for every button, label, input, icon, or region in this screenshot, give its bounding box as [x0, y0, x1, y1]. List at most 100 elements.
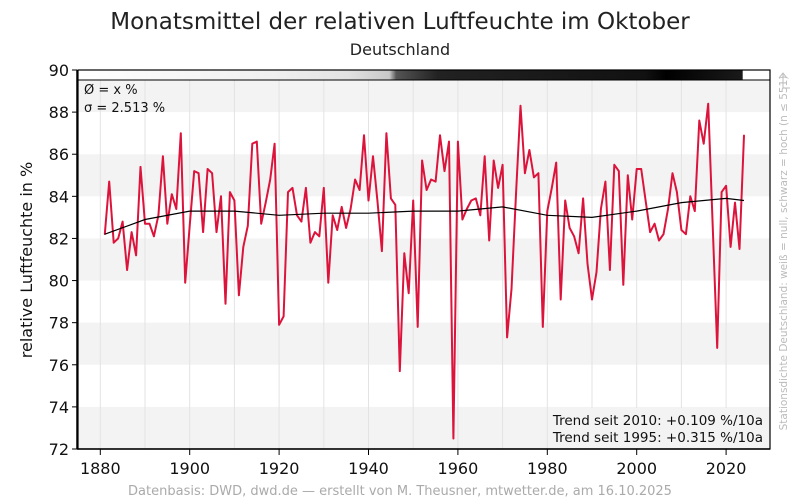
data-point	[653, 222, 656, 225]
data-point	[595, 271, 598, 273]
data-point	[658, 239, 660, 242]
data-point	[381, 250, 383, 252]
data-point	[229, 191, 231, 193]
footer-source: Datenbasis: DWD, dwd.de — erstellt von M…	[128, 484, 672, 499]
x-tick-label: 1880	[80, 459, 121, 478]
data-point	[309, 241, 312, 244]
data-point	[412, 199, 415, 202]
data-point	[609, 269, 611, 271]
data-point	[211, 172, 213, 174]
data-point	[171, 193, 173, 196]
data-point	[215, 231, 218, 233]
x-tick-label: 1960	[438, 459, 479, 478]
data-point	[175, 208, 178, 210]
data-point	[278, 323, 280, 326]
data-point	[649, 231, 651, 233]
data-point	[197, 172, 200, 174]
data-point	[398, 370, 401, 372]
chart-subtitle: Deutschland	[350, 40, 450, 59]
trend-1995-label: Trend seit 1995: +0.315 %/10a	[552, 430, 763, 446]
y-tick-label: 80	[49, 272, 69, 291]
data-point	[586, 262, 589, 265]
data-point	[738, 248, 741, 250]
data-point	[255, 140, 258, 143]
y-ticks: 72 74 76 78 80 82 84 86 88 90	[49, 61, 77, 459]
data-point	[582, 197, 584, 200]
data-point	[568, 227, 571, 229]
data-point	[318, 235, 321, 238]
data-point	[238, 294, 240, 297]
data-point	[407, 292, 410, 294]
data-point	[510, 288, 513, 290]
data-point	[685, 233, 687, 236]
data-point	[251, 142, 254, 145]
data-point	[206, 168, 209, 170]
x-tick-label: 1920	[259, 459, 300, 478]
data-point	[126, 269, 128, 271]
data-point	[694, 210, 696, 212]
data-point	[443, 170, 446, 172]
data-point	[367, 199, 370, 202]
data-point	[224, 302, 227, 305]
data-point	[323, 187, 325, 189]
data-point	[439, 134, 441, 137]
data-point	[689, 195, 692, 198]
data-point	[193, 170, 195, 172]
data-point	[162, 155, 164, 158]
data-point	[273, 142, 276, 145]
data-point	[340, 206, 343, 208]
data-point	[130, 231, 133, 233]
data-point	[524, 172, 526, 174]
data-point	[528, 149, 531, 151]
x-tick-label: 1900	[169, 459, 210, 478]
data-point	[671, 172, 674, 174]
data-point	[555, 161, 558, 164]
data-point	[358, 189, 361, 191]
data-point	[604, 180, 607, 183]
y-tick-label: 86	[49, 145, 69, 164]
data-point	[179, 132, 182, 134]
y-tick-label: 76	[49, 356, 69, 375]
data-point	[631, 218, 634, 221]
series-line-running-mean	[104, 197, 745, 235]
data-point	[734, 201, 736, 204]
x-tick-label: 2000	[616, 459, 657, 478]
data-point	[622, 283, 625, 286]
data-point	[434, 180, 437, 183]
trend-2010-label: Trend seit 2010: +0.109 %/10a	[552, 413, 763, 429]
data-point	[202, 231, 204, 233]
data-point	[233, 199, 236, 202]
data-point	[153, 235, 155, 238]
x-tick-label: 1980	[527, 459, 568, 478]
data-point	[546, 210, 549, 212]
data-point	[662, 233, 665, 236]
data-point	[117, 237, 119, 240]
data-point	[577, 252, 580, 254]
chart-title: Monatsmittel der relativen Luftfeuchte i…	[110, 9, 690, 35]
data-point	[112, 241, 115, 244]
data-point	[600, 208, 602, 210]
data-point	[515, 193, 517, 196]
data-point	[220, 195, 222, 198]
data-point	[573, 235, 575, 238]
sigma-label: σ = 2.513 %	[84, 101, 165, 116]
background-bands	[78, 70, 770, 449]
data-point	[707, 102, 710, 105]
y-tick-label: 82	[49, 229, 69, 248]
data-point	[184, 281, 187, 284]
data-point	[157, 214, 160, 217]
y-tick-label: 90	[49, 61, 69, 80]
data-point	[363, 134, 365, 137]
data-point	[702, 142, 705, 145]
data-point	[448, 140, 450, 143]
data-point	[139, 166, 142, 168]
data-point	[466, 208, 468, 210]
data-point	[729, 246, 732, 248]
data-point	[188, 225, 191, 227]
data-point	[108, 180, 111, 183]
data-point	[542, 326, 544, 328]
data-point	[680, 229, 683, 231]
data-point	[640, 168, 642, 170]
data-point	[403, 252, 406, 254]
